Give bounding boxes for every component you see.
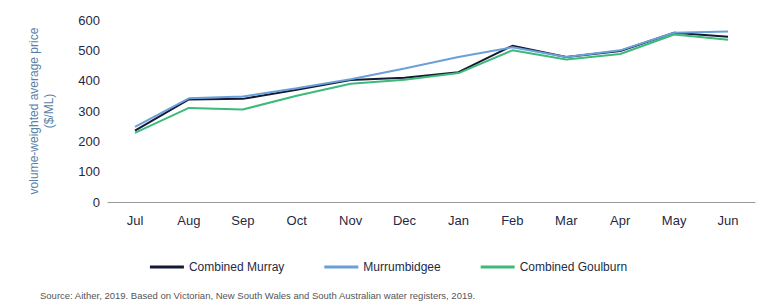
svg-text:Combined Goulburn: Combined Goulburn [520,260,627,274]
svg-text:Dec: Dec [393,213,417,228]
svg-text:Nov: Nov [339,213,363,228]
svg-text:300: 300 [78,104,100,119]
svg-text:May: May [662,213,687,228]
svg-text:volume-weighted average price: volume-weighted average price [27,27,41,194]
svg-text:Feb: Feb [501,213,523,228]
svg-text:Aug: Aug [177,213,200,228]
svg-text:200: 200 [78,134,100,149]
svg-text:Sep: Sep [231,213,254,228]
svg-text:100: 100 [78,164,100,179]
svg-text:500: 500 [78,43,100,58]
svg-text:Combined Murray: Combined Murray [189,260,284,274]
svg-text:Oct: Oct [287,213,308,228]
svg-text:Jul: Jul [127,213,144,228]
svg-text:0: 0 [93,195,100,210]
svg-text:Jun: Jun [718,213,739,228]
svg-text:Jan: Jan [448,213,469,228]
svg-text:Apr: Apr [610,213,631,228]
svg-text:($/ML): ($/ML) [42,94,56,129]
svg-text:Murrumbidgee: Murrumbidgee [363,260,441,274]
svg-text:Source: Aither, 2019. Based on: Source: Aither, 2019. Based on Victorian… [40,290,475,301]
svg-text:400: 400 [78,73,100,88]
svg-text:Mar: Mar [555,213,578,228]
svg-text:600: 600 [78,13,100,28]
